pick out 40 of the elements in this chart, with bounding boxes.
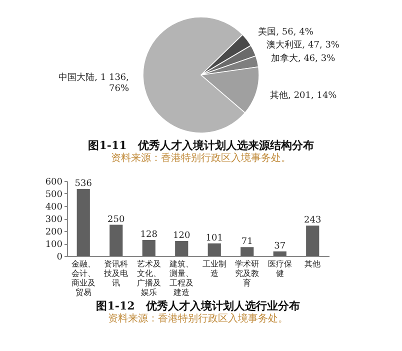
data-label: 243 <box>304 216 322 226</box>
bar <box>208 243 221 256</box>
data-label: 71 <box>241 237 253 248</box>
text: 图1-11 优秀人才入境计划人选来源结构分布 <box>88 139 314 152</box>
y-tick-label: 500 <box>45 190 63 200</box>
slice-label: 澳大利亚, 47, 3% <box>266 40 340 51</box>
x-tick-label: 建筑、测量、工程及建造 <box>168 260 194 297</box>
x-tick-label: 工业制造 <box>202 260 226 278</box>
y-tick-label: 600 <box>45 178 63 188</box>
bar <box>240 247 254 256</box>
slice-label: 美国, 56, 4% <box>258 26 314 38</box>
data-label: 536 <box>74 179 92 189</box>
x-tick-label: 其他 <box>304 260 321 268</box>
bar <box>142 240 156 256</box>
text: 资料来源：香港特别行政区入境事务处。 <box>108 312 288 324</box>
x-tick-label: 艺术及文化、广播及娱乐 <box>136 260 161 297</box>
bar <box>76 189 90 256</box>
y-tick-label: 100 <box>45 240 63 250</box>
data-label: 120 <box>173 231 190 241</box>
x-tick-label: 医疗保健 <box>268 260 292 278</box>
bar <box>306 226 320 256</box>
bar <box>175 241 188 256</box>
data-label: 101 <box>206 233 223 244</box>
text: 资料来源：香港特别行政区入境事务处。 <box>111 152 291 164</box>
y-tick-label: 200 <box>45 228 63 238</box>
y-tick-label: 0 <box>56 252 63 262</box>
x-tick-label: 资讯科技及电讯 <box>103 260 128 288</box>
data-label: 250 <box>108 214 125 225</box>
y-tick-label: 300 <box>45 215 63 225</box>
slice-label: 其他, 201, 14% <box>270 90 338 102</box>
bar <box>273 251 286 256</box>
text: 图1-12 优秀人才入境计划人选行业分布 <box>96 300 300 312</box>
bar <box>110 224 123 256</box>
data-label: 37 <box>274 241 286 252</box>
slice-label: 加拿大, 46, 3% <box>270 53 336 64</box>
slice-label: 中国大陆, 1 136, 76% <box>58 72 130 94</box>
data-label: 128 <box>140 230 158 240</box>
y-tick-label: 400 <box>45 202 63 212</box>
x-tick-label: 学术研究及教育 <box>235 260 260 288</box>
x-tick-label: 金融、会计、商业及贸易 <box>71 260 96 297</box>
